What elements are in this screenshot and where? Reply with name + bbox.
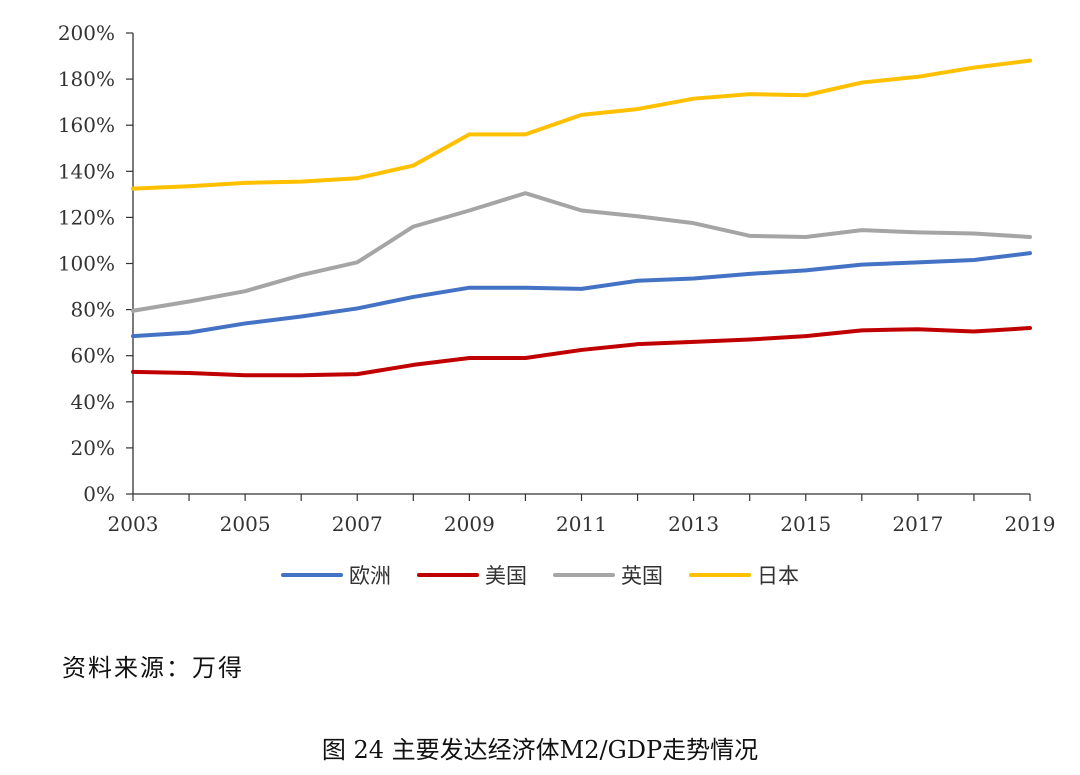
legend-item-uk: 英国 [553, 560, 663, 590]
x-axis-ticks: 2003 2005 2007 2009 2011 2013 2015 2017 2019 [108, 494, 1056, 536]
y-tick-label: 40% [71, 390, 115, 414]
legend-label-uk: 英国 [621, 564, 663, 588]
legend-swatch-europe [281, 573, 343, 577]
y-tick-label: 160% [58, 113, 115, 137]
legend-item-europe: 欧洲 [281, 560, 391, 590]
series-line-uk [131, 191, 1032, 313]
series-line-japan [131, 58, 1032, 191]
legend-item-usa: 美国 [417, 560, 527, 590]
legend-label-japan: 日本 [757, 564, 799, 588]
y-tick-label: 80% [71, 298, 115, 322]
y-tick-label: 200% [58, 21, 115, 45]
x-tick-label: 2019 [1005, 512, 1056, 536]
series-lines [131, 58, 1032, 378]
line-chart: 0% 20% 40% 60% 80% 100% 120% 140% 160% 180% 200% 2… [58, 21, 1056, 536]
source-note: 资料来源：万得 [62, 654, 244, 682]
series-line-usa [131, 326, 1032, 378]
y-tick-label: 100% [58, 252, 115, 276]
y-tick-label: 120% [58, 205, 115, 229]
x-tick-label: 2017 [892, 512, 943, 536]
x-tick-label: 2009 [444, 512, 495, 536]
legend: 欧洲 美国 英国 日本 [0, 560, 1080, 590]
x-tick-label: 2011 [556, 512, 607, 536]
x-tick-label: 2003 [108, 512, 159, 536]
x-tick-label: 2013 [668, 512, 719, 536]
x-tick-label: 2005 [220, 512, 271, 536]
y-tick-label: 60% [71, 344, 115, 368]
x-tick-label: 2015 [780, 512, 831, 536]
y-axis-ticks: 0% 20% 40% 60% 80% 100% 120% 140% 160% 180% 200% [58, 21, 133, 506]
x-tick-label: 2007 [332, 512, 383, 536]
legend-label-usa: 美国 [485, 564, 527, 588]
y-tick-label: 180% [58, 67, 115, 91]
y-tick-label: 20% [71, 436, 115, 460]
legend-swatch-uk [553, 573, 615, 577]
figure-caption: 图 24 主要发达经济体M2/GDP走势情况 [321, 736, 759, 764]
y-tick-label: 0% [83, 482, 115, 506]
series-line-europe [131, 251, 1032, 339]
legend-label-europe: 欧洲 [349, 564, 391, 588]
legend-item-japan: 日本 [689, 560, 799, 590]
legend-swatch-usa [417, 573, 479, 577]
legend-swatch-japan [689, 573, 751, 577]
y-tick-label: 140% [58, 159, 115, 183]
